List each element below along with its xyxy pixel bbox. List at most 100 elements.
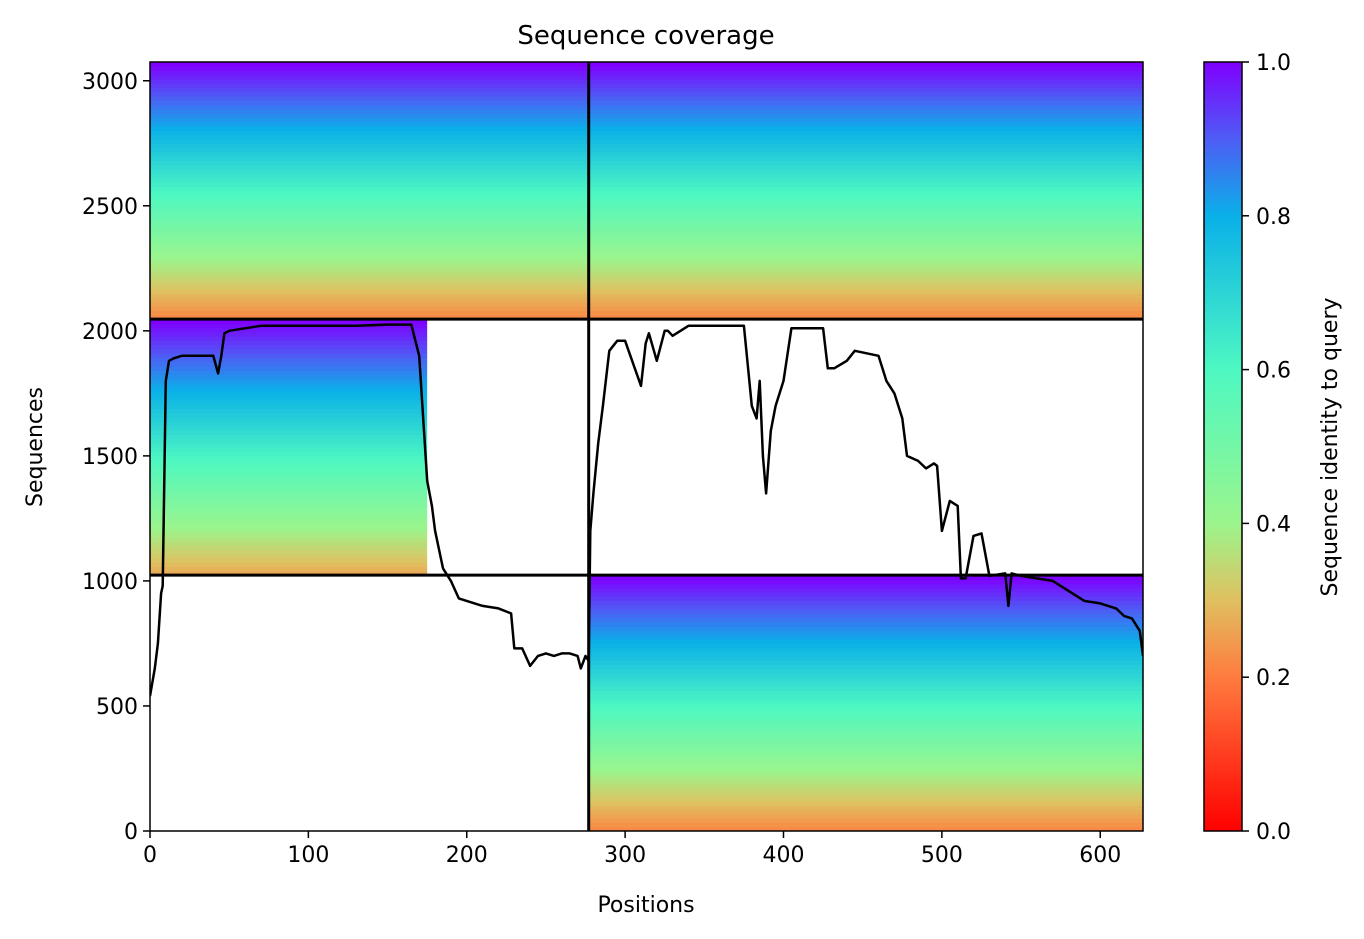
msa-stripe — [150, 96, 589, 102]
y-axis-ticks: 0 500 1000 1500 2000 2500 3000 — [82, 70, 150, 845]
msa-stripe — [588, 306, 1143, 312]
msa-stripe — [150, 276, 589, 282]
msa-stripe — [588, 767, 1143, 772]
y-tick-label: 1000 — [82, 570, 138, 595]
msa-stripe — [588, 83, 1143, 89]
colorbar-ticks: 0.0 0.2 0.4 0.6 0.8 1.0 — [1242, 51, 1291, 845]
msa-stripe — [588, 297, 1143, 303]
msa-stripe — [588, 293, 1143, 299]
msa-stripe — [588, 254, 1143, 260]
msa-stripe — [588, 276, 1143, 282]
msa-stripe — [150, 74, 589, 80]
msa-stripe — [588, 104, 1143, 110]
msa-stripe — [588, 314, 1143, 320]
msa-stripe — [150, 472, 428, 478]
msa-stripe — [150, 301, 589, 307]
msa-stripe — [588, 651, 1143, 657]
msa-stripe — [588, 216, 1143, 222]
msa-stripe — [588, 156, 1143, 162]
msa-stripe — [150, 194, 589, 200]
msa-stripe — [588, 694, 1143, 700]
msa-stripe — [588, 164, 1143, 170]
msa-stripe — [588, 728, 1143, 734]
msa-stripe — [588, 233, 1143, 239]
msa-stripe — [588, 70, 1143, 76]
msa-stripe — [588, 186, 1143, 192]
msa-stripe — [150, 528, 428, 533]
msa-stripe — [588, 664, 1143, 670]
msa-stripe — [588, 100, 1143, 106]
msa-stripe — [150, 177, 589, 183]
msa-stripe — [150, 570, 428, 576]
msa-stripe — [150, 434, 428, 440]
msa-stripe — [588, 656, 1143, 661]
msa-stripe — [588, 267, 1143, 273]
colorbar-tick-label: 0.4 — [1256, 512, 1291, 537]
msa-stripe — [588, 600, 1143, 606]
msa-stripe — [150, 451, 428, 457]
msa-stripe — [150, 297, 589, 303]
msa-stripe — [150, 417, 428, 423]
msa-stripe — [150, 70, 589, 76]
msa-stripe — [588, 177, 1143, 183]
msa-stripe — [150, 485, 428, 491]
msa-stripe — [150, 430, 428, 435]
msa-stripe — [150, 263, 589, 269]
msa-stripe — [588, 737, 1143, 742]
msa-stripe — [588, 609, 1143, 615]
msa-stripe — [150, 391, 428, 397]
msa-stripe — [588, 224, 1143, 230]
msa-block — [588, 62, 1143, 320]
colorbar-tick-label: 0.8 — [1256, 205, 1291, 230]
msa-stripe — [150, 464, 428, 469]
msa-stripe — [150, 220, 589, 226]
msa-stripe — [150, 267, 589, 273]
msa-stripe — [588, 91, 1143, 97]
msa-stripe — [150, 336, 428, 341]
msa-stripe — [150, 126, 589, 132]
msa-stripe — [150, 229, 589, 234]
msa-stripe — [150, 558, 428, 563]
msa-stripe — [150, 412, 428, 418]
msa-stripe — [150, 293, 589, 299]
msa-stripe — [588, 207, 1143, 213]
msa-stripe — [588, 826, 1143, 831]
msa-stripe — [588, 74, 1143, 80]
msa-stripe — [588, 173, 1143, 179]
msa-stripe — [150, 237, 589, 243]
msa-stripe — [150, 340, 428, 346]
msa-stripe — [588, 147, 1143, 153]
msa-stripe — [150, 314, 589, 320]
msa-stripe — [150, 532, 428, 538]
msa-stripe — [588, 711, 1143, 717]
block-dividers — [150, 62, 1143, 831]
msa-stripe — [150, 156, 589, 162]
x-axis-label: Positions — [597, 893, 694, 918]
msa-stripe — [588, 707, 1143, 713]
msa-stripe — [588, 813, 1143, 819]
msa-stripe — [150, 203, 589, 209]
msa-stripe — [588, 686, 1143, 691]
msa-block — [150, 62, 589, 320]
x-tick-label: 500 — [921, 843, 963, 868]
msa-stripe — [588, 715, 1143, 721]
msa-stripe — [150, 83, 589, 89]
msa-stripe — [150, 160, 589, 166]
msa-stripe — [150, 87, 589, 93]
msa-stripe — [588, 271, 1143, 277]
msa-stripe — [150, 502, 428, 508]
msa-stripe — [150, 62, 589, 67]
msa-stripe — [588, 246, 1143, 252]
msa-stripe — [588, 194, 1143, 200]
msa-stripe — [150, 241, 589, 247]
msa-stripe — [588, 575, 1143, 580]
y-axis-label: Sequences — [23, 387, 48, 507]
colorbar-tick-label: 0.2 — [1256, 666, 1291, 691]
coverage-line-layer — [150, 323, 1143, 697]
msa-stripe — [588, 805, 1143, 811]
msa-stripe — [150, 164, 589, 170]
msa-stripe — [588, 181, 1143, 187]
msa-stripe — [588, 626, 1143, 632]
msa-stripe — [150, 536, 428, 542]
